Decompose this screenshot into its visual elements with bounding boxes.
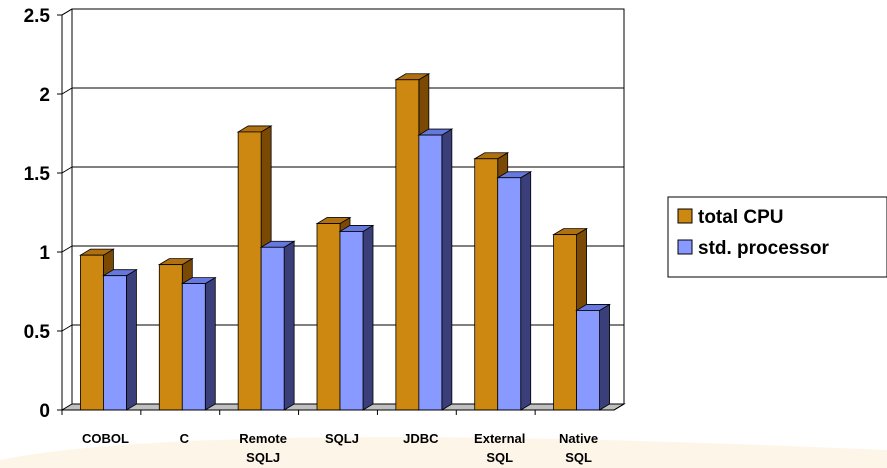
x-tick-label: SQLJ — [325, 431, 359, 446]
x-tick-label: COBOL — [82, 431, 129, 446]
background-swoosh — [0, 437, 887, 468]
x-tick-label-line: SQL — [565, 450, 592, 465]
bar-front — [553, 234, 577, 411]
bar-side — [362, 224, 374, 411]
x-tick-label-line: SQLJ — [246, 450, 280, 465]
x-axis-edge — [613, 403, 625, 411]
bar-front — [418, 134, 443, 411]
bar-side — [441, 128, 453, 411]
bar-std-processor — [575, 303, 612, 411]
y-tick-label: 1.5 — [24, 164, 51, 185]
bar-front — [497, 177, 522, 411]
bar-front — [80, 254, 104, 411]
bar-front — [339, 231, 364, 411]
x-tick-label-line: External — [474, 431, 525, 446]
bar-std-processor — [496, 171, 533, 411]
bar-side — [126, 268, 137, 411]
y-tick-label: 0 — [39, 401, 50, 422]
gridline-side — [61, 87, 73, 95]
x-tick-label: Remote SQLJ — [239, 431, 287, 465]
gridline-side — [61, 245, 73, 253]
bar-std-processor — [180, 276, 217, 411]
bar-side — [599, 303, 610, 411]
gridline-side — [61, 324, 73, 332]
legend-swatch — [677, 208, 693, 224]
x-tick-label: External SQL — [474, 431, 525, 465]
bar-std-processor — [338, 224, 375, 411]
y-axis-top-edge — [61, 8, 73, 16]
legend-box — [667, 196, 887, 278]
legend-label: total CPU — [698, 207, 784, 228]
y-tick-label: 0.5 — [24, 322, 51, 343]
bar-std-processor — [417, 128, 454, 411]
gridline-side — [61, 166, 73, 174]
x-tick-label-line: SQL — [486, 450, 513, 465]
x-tick-label: C — [180, 431, 190, 446]
y-tick-label: 2.5 — [24, 6, 51, 27]
bar-side — [520, 171, 532, 411]
x-tick-label-line: COBOL — [82, 431, 129, 446]
bar-std-processor — [259, 240, 296, 411]
bar-front — [181, 283, 206, 411]
bar-front — [237, 131, 262, 411]
bar-side — [283, 240, 295, 411]
bar-front — [103, 275, 127, 411]
bar-std-processor — [101, 268, 138, 411]
bar-front — [474, 158, 499, 411]
chart-legend: total CPU std. processor — [667, 196, 887, 278]
x-tick-label-line: Native — [559, 431, 598, 446]
bar-front — [158, 264, 183, 411]
x-tick-label: Native SQL — [559, 431, 598, 465]
x-tick-label: JDBC — [403, 431, 439, 446]
y-tick-label: 1 — [39, 243, 50, 264]
y-tick-label: 2 — [39, 85, 50, 106]
plot-area: 0 0.5 1 1.5 2 2.5 COBOL C Remote SQLJ SQLJ JDBC Exte… — [24, 6, 626, 465]
bar-side — [204, 276, 216, 411]
legend-swatch — [677, 239, 693, 255]
x-tick-label-line: Remote — [239, 431, 287, 446]
legend-label: std. processor — [698, 238, 830, 259]
x-tick-label-line: JDBC — [403, 431, 439, 446]
bar-front — [316, 223, 341, 411]
x-tick-label-line: C — [180, 431, 190, 446]
bar-front — [260, 246, 285, 411]
bar-front — [576, 310, 600, 411]
x-tick-label-line: SQLJ — [325, 431, 359, 446]
bar-front — [395, 79, 420, 411]
